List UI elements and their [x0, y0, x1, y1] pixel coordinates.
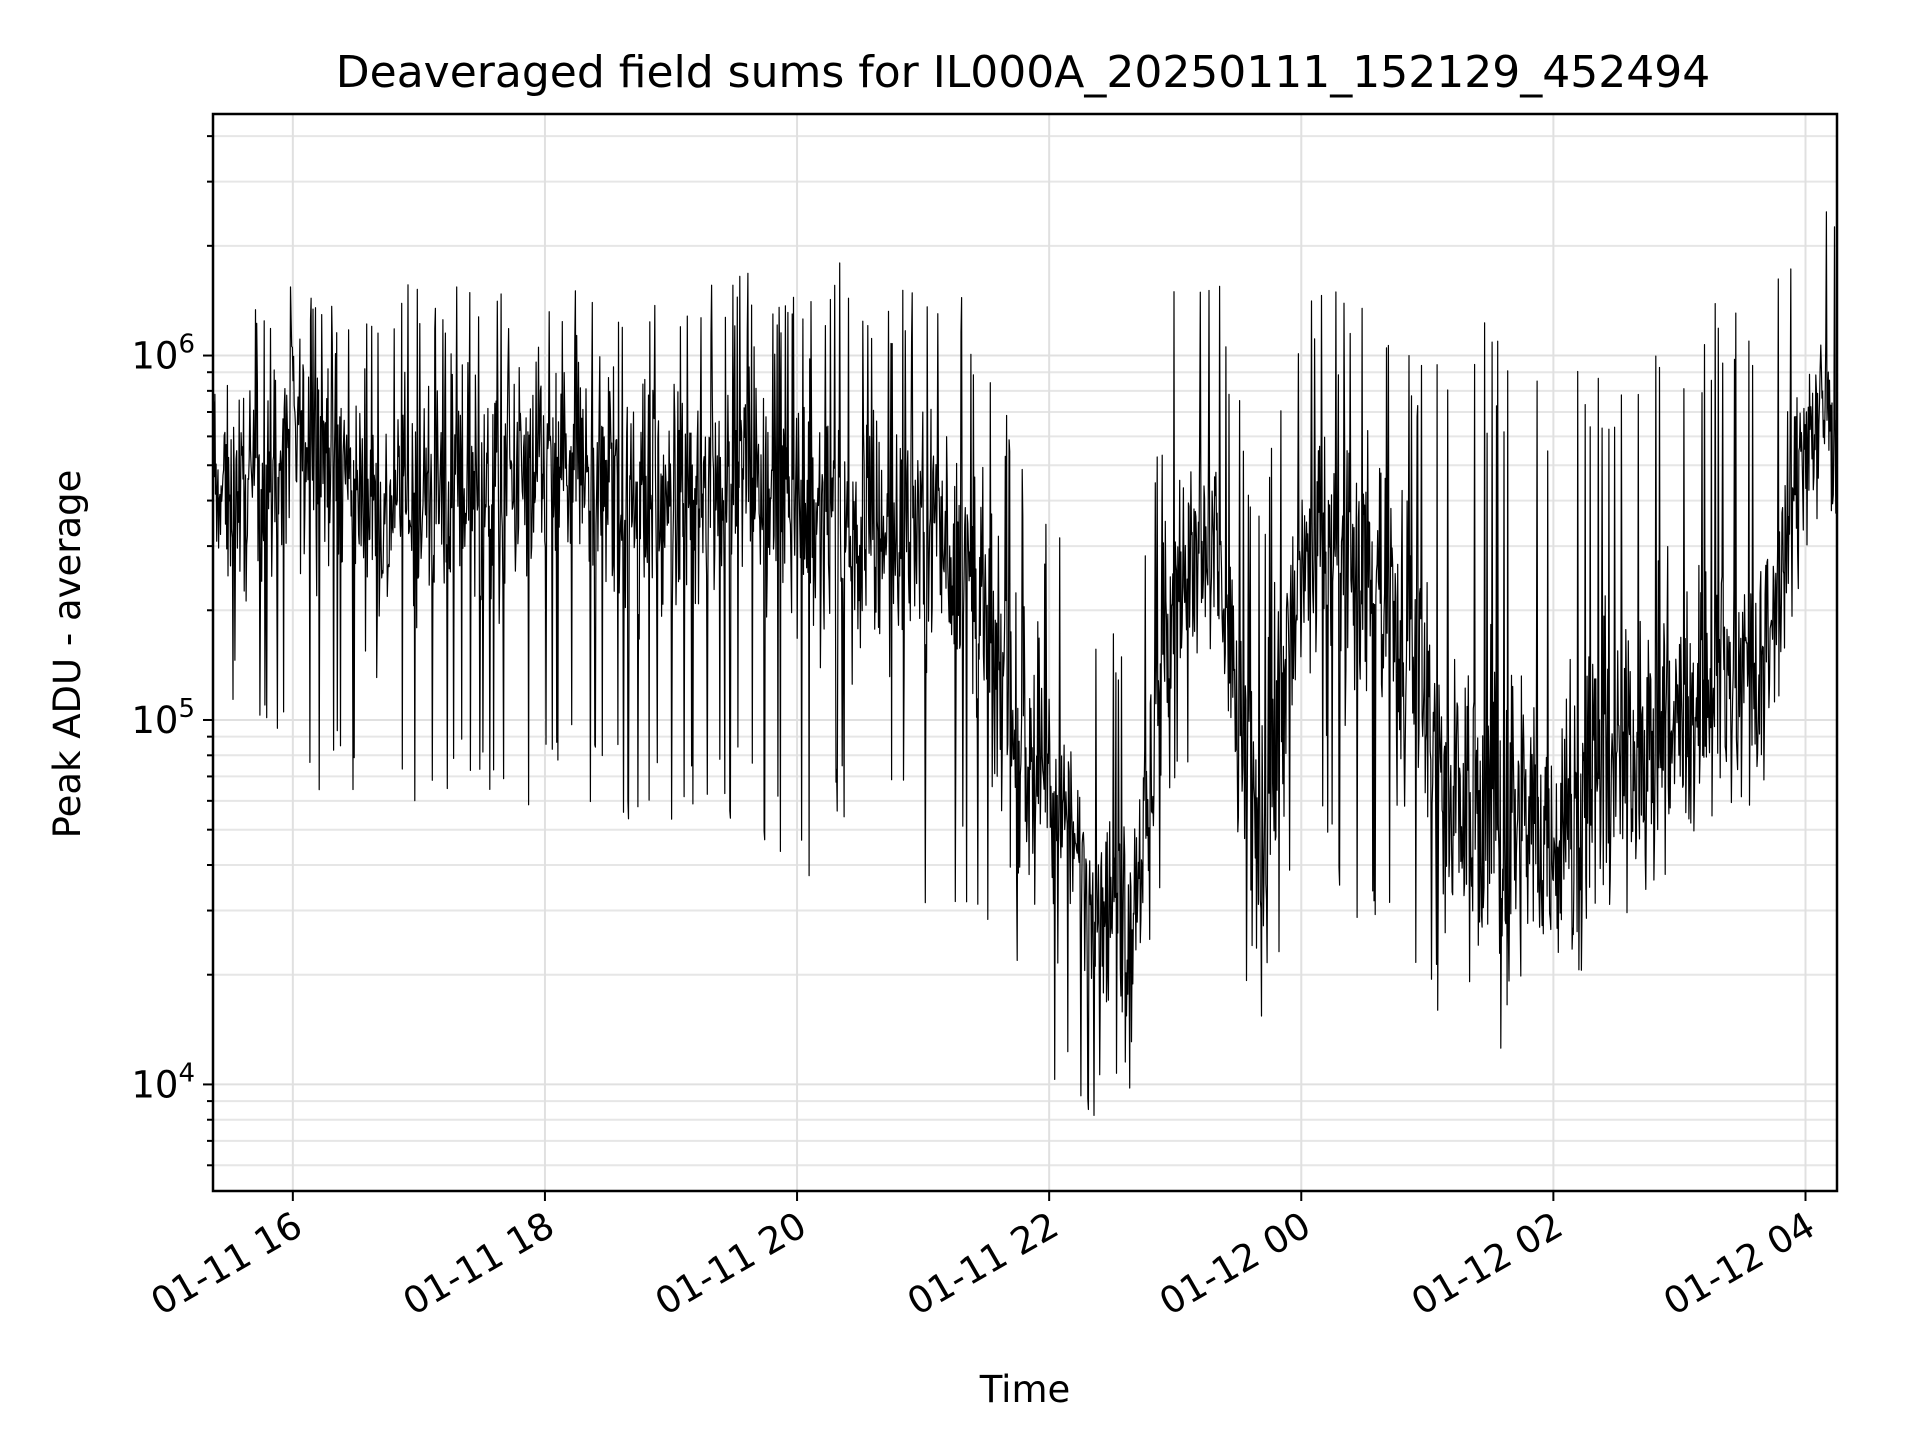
- plot-frame: [211, 112, 1839, 1193]
- series-line: [212, 211, 1838, 1117]
- y-axis: 104 105 106: [131, 135, 213, 1167]
- x-axis-label: Time: [979, 1368, 1071, 1411]
- series-polyline: [212, 211, 1838, 1117]
- chart-title: Deaveraged field sums for IL000A_2025011…: [336, 47, 1710, 98]
- y-tick-label: 104: [131, 1058, 195, 1106]
- y-tick-label: 106: [131, 330, 195, 378]
- y-axis-label: Peak ADU - average: [46, 470, 89, 839]
- y-tick-label: 105: [131, 694, 195, 742]
